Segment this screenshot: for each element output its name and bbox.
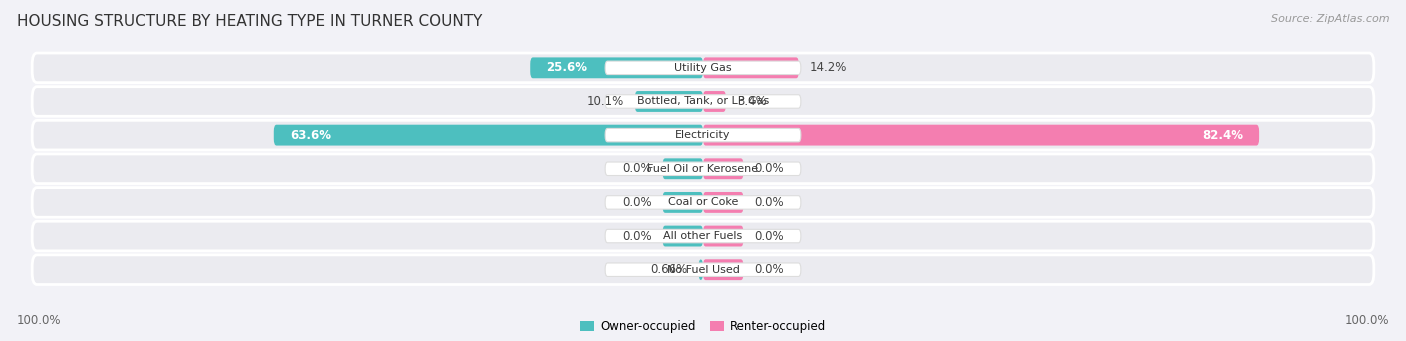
FancyBboxPatch shape [605, 229, 801, 243]
Text: 14.2%: 14.2% [810, 61, 846, 74]
Legend: Owner-occupied, Renter-occupied: Owner-occupied, Renter-occupied [579, 320, 827, 333]
FancyBboxPatch shape [636, 91, 703, 112]
FancyBboxPatch shape [605, 196, 801, 209]
Text: 0.0%: 0.0% [754, 196, 785, 209]
Text: 0.0%: 0.0% [754, 162, 785, 175]
Text: Coal or Coke: Coal or Coke [668, 197, 738, 207]
Text: 0.0%: 0.0% [754, 263, 785, 276]
Text: 0.0%: 0.0% [621, 229, 652, 242]
FancyBboxPatch shape [703, 125, 1260, 146]
Text: Electricity: Electricity [675, 130, 731, 140]
FancyBboxPatch shape [32, 53, 1374, 83]
FancyBboxPatch shape [703, 91, 725, 112]
FancyBboxPatch shape [662, 226, 703, 247]
FancyBboxPatch shape [32, 188, 1374, 217]
FancyBboxPatch shape [703, 226, 744, 247]
Text: Fuel Oil or Kerosene: Fuel Oil or Kerosene [647, 164, 759, 174]
FancyBboxPatch shape [605, 95, 801, 108]
FancyBboxPatch shape [32, 255, 1374, 284]
Text: 25.6%: 25.6% [547, 61, 588, 74]
Text: 0.0%: 0.0% [621, 196, 652, 209]
Text: 0.66%: 0.66% [651, 263, 688, 276]
FancyBboxPatch shape [662, 192, 703, 213]
Text: Utility Gas: Utility Gas [675, 63, 731, 73]
FancyBboxPatch shape [274, 125, 703, 146]
FancyBboxPatch shape [703, 57, 799, 78]
FancyBboxPatch shape [699, 259, 703, 280]
FancyBboxPatch shape [703, 158, 744, 179]
FancyBboxPatch shape [703, 259, 744, 280]
Text: 100.0%: 100.0% [1344, 314, 1389, 327]
Text: 3.4%: 3.4% [737, 95, 766, 108]
Text: 82.4%: 82.4% [1202, 129, 1243, 142]
FancyBboxPatch shape [32, 120, 1374, 150]
Text: HOUSING STRUCTURE BY HEATING TYPE IN TURNER COUNTY: HOUSING STRUCTURE BY HEATING TYPE IN TUR… [17, 14, 482, 29]
FancyBboxPatch shape [703, 192, 744, 213]
FancyBboxPatch shape [32, 87, 1374, 116]
FancyBboxPatch shape [32, 221, 1374, 251]
FancyBboxPatch shape [605, 162, 801, 176]
FancyBboxPatch shape [32, 154, 1374, 183]
Text: 63.6%: 63.6% [290, 129, 330, 142]
Text: Source: ZipAtlas.com: Source: ZipAtlas.com [1271, 14, 1389, 24]
Text: 10.1%: 10.1% [586, 95, 624, 108]
Text: All other Fuels: All other Fuels [664, 231, 742, 241]
FancyBboxPatch shape [605, 61, 801, 75]
FancyBboxPatch shape [530, 57, 703, 78]
Text: 0.0%: 0.0% [621, 162, 652, 175]
Text: No Fuel Used: No Fuel Used [666, 265, 740, 275]
Text: 100.0%: 100.0% [17, 314, 62, 327]
FancyBboxPatch shape [605, 129, 801, 142]
FancyBboxPatch shape [662, 158, 703, 179]
FancyBboxPatch shape [605, 263, 801, 277]
Text: Bottled, Tank, or LP Gas: Bottled, Tank, or LP Gas [637, 97, 769, 106]
Text: 0.0%: 0.0% [754, 229, 785, 242]
